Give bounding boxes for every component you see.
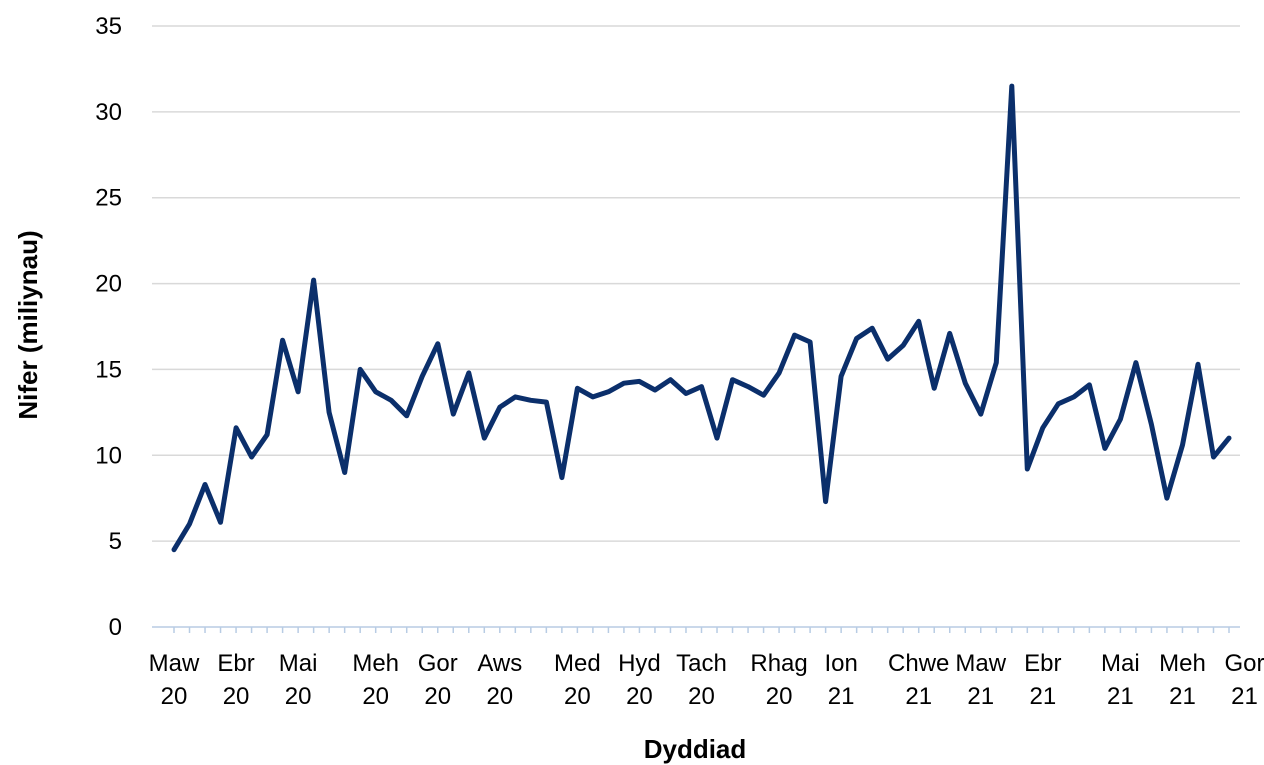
x-tick-label: 20 bbox=[564, 683, 591, 710]
series-line bbox=[171, 83, 1232, 553]
x-tick-label: 21 bbox=[828, 683, 855, 710]
x-tick-label: 20 bbox=[688, 683, 715, 710]
x-tick-label: Tach bbox=[676, 650, 727, 677]
x-tick-label: 20 bbox=[424, 683, 451, 710]
gridlines bbox=[152, 25, 1240, 542]
x-axis-minor-ticks bbox=[173, 627, 1230, 633]
x-tick-label: Ebr bbox=[217, 650, 254, 677]
y-tick-label: 10 bbox=[95, 442, 122, 469]
y-tick-label: 0 bbox=[109, 614, 122, 641]
x-axis-tick-labels: Maw 20 Ebr 20 Mai 20 Meh 20 Gor 20 Aws 20 Med 20 Hyd 20… bbox=[149, 650, 1264, 710]
x-tick-label: Mai bbox=[1101, 650, 1140, 677]
x-tick-label: Gor bbox=[1225, 650, 1264, 677]
x-tick-label: 21 bbox=[905, 683, 932, 710]
x-tick-label: 20 bbox=[223, 683, 250, 710]
y-tick-label: 35 bbox=[95, 13, 122, 40]
x-tick-label: 21 bbox=[1231, 683, 1258, 710]
x-tick-label: Meh bbox=[352, 650, 399, 677]
series-lines bbox=[171, 83, 1232, 553]
y-tick-label: 20 bbox=[95, 271, 122, 298]
x-tick-label: Hyd bbox=[618, 650, 661, 677]
x-tick-label: Gor bbox=[418, 650, 458, 677]
x-tick-label: Maw bbox=[955, 650, 1006, 677]
x-tick-label: Med bbox=[554, 650, 601, 677]
x-axis-title: Dyddiad bbox=[644, 734, 747, 764]
x-tick-label: Aws bbox=[477, 650, 522, 677]
x-tick-label: 20 bbox=[766, 683, 793, 710]
y-tick-label: 30 bbox=[95, 99, 122, 126]
x-tick-label: 20 bbox=[626, 683, 653, 710]
x-tick-label: Ion bbox=[824, 650, 857, 677]
y-tick-label: 15 bbox=[95, 356, 122, 383]
x-tick-label: Meh bbox=[1159, 650, 1206, 677]
x-tick-label: 21 bbox=[1029, 683, 1056, 710]
x-tick-label: 20 bbox=[285, 683, 312, 710]
x-tick-label: 20 bbox=[486, 683, 513, 710]
x-tick-label: Mai bbox=[279, 650, 318, 677]
x-tick-label: Chwe bbox=[888, 650, 949, 677]
x-tick-label: 20 bbox=[161, 683, 188, 710]
x-tick-label: Ebr bbox=[1024, 650, 1061, 677]
x-tick-label: 21 bbox=[967, 683, 994, 710]
y-axis-title: Nifer (miliynau) bbox=[13, 230, 43, 419]
y-tick-label: 25 bbox=[95, 185, 122, 212]
x-tick-label: 21 bbox=[1107, 683, 1134, 710]
x-tick-label: Rhag bbox=[750, 650, 807, 677]
x-tick-label: 20 bbox=[362, 683, 389, 710]
y-tick-label: 5 bbox=[109, 528, 122, 555]
x-tick-label: Maw bbox=[149, 650, 200, 677]
y-axis-tick-labels: 0 5 10 15 20 25 30 35 bbox=[95, 13, 122, 641]
x-tick-label: 21 bbox=[1169, 683, 1196, 710]
